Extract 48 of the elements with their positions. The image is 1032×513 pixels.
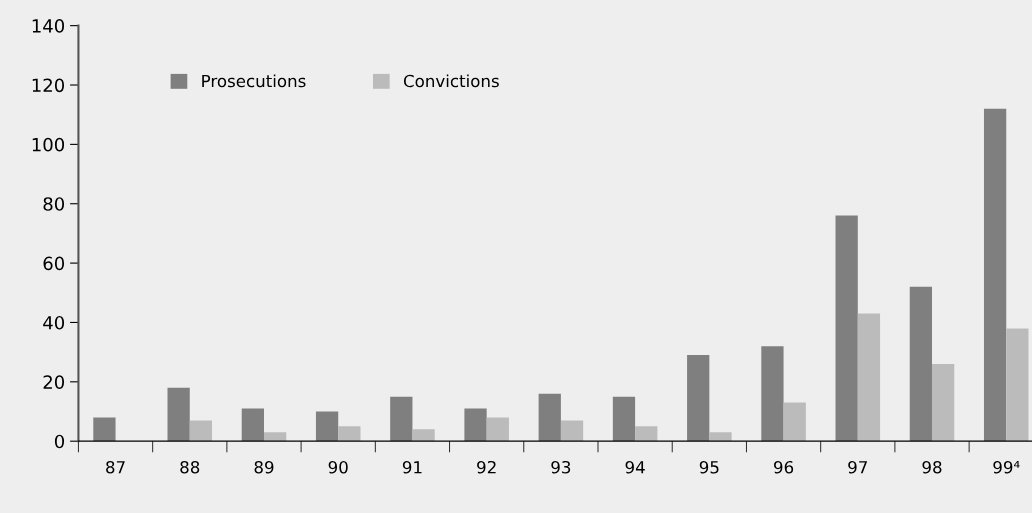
- y-tick-label: 0: [54, 434, 65, 449]
- y-tick-label: 20: [43, 375, 65, 389]
- bar: [486, 417, 509, 442]
- x-tick-label: 89: [254, 460, 274, 474]
- bar: [189, 420, 213, 442]
- x-tick-label: 92: [477, 460, 496, 474]
- y-tick-label: 120: [32, 78, 65, 93]
- bar: [983, 108, 1007, 442]
- x-tick-label: 99⁴: [993, 460, 1020, 474]
- y-tick-label: 60: [43, 256, 65, 271]
- bar: [93, 417, 116, 442]
- bar: [338, 426, 361, 442]
- y-tick-label: 80: [43, 197, 65, 211]
- y-tick-label: 100: [32, 137, 65, 152]
- x-tick-label: 87: [106, 460, 125, 474]
- bar: [687, 355, 710, 442]
- bar: [241, 408, 264, 442]
- x-tick-label: 94: [625, 460, 645, 474]
- x-tick-label: 95: [699, 460, 719, 474]
- legend-label: Prosecutions: [202, 74, 306, 88]
- bar: [464, 408, 487, 442]
- x-tick-label: 97: [848, 460, 867, 474]
- bar: [909, 286, 933, 442]
- bar: [612, 396, 636, 442]
- bar: [783, 402, 806, 442]
- legend-label: Convictions: [403, 74, 499, 88]
- bar: [315, 411, 339, 442]
- bar: [709, 432, 732, 442]
- bar: [167, 387, 190, 442]
- bar: [835, 215, 858, 442]
- bar: [538, 393, 561, 442]
- bar: [857, 313, 881, 442]
- bar: [263, 432, 287, 442]
- bar: [932, 364, 955, 442]
- y-tick-label: 40: [43, 315, 65, 330]
- bar: [761, 346, 784, 442]
- x-tick-label: 88: [180, 460, 200, 474]
- y-tick-label: 140: [32, 19, 65, 33]
- bar: [560, 420, 584, 442]
- bar: [635, 426, 658, 442]
- bar: [1006, 328, 1029, 442]
- x-tick-label: 96: [774, 460, 794, 474]
- x-tick-label: 93: [551, 460, 571, 474]
- bar: [412, 429, 435, 442]
- bar: [390, 396, 413, 442]
- x-tick-label: 90: [328, 460, 348, 474]
- x-tick-label: 91: [402, 460, 422, 474]
- x-tick-label: 98: [922, 460, 942, 474]
